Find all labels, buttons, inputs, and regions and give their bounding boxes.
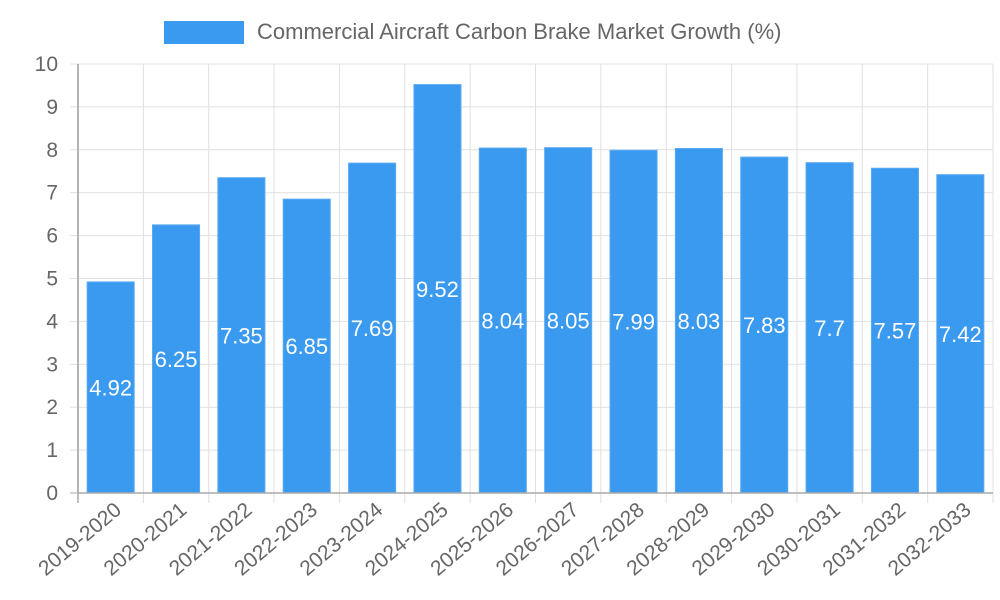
- y-tick-label: 0: [46, 482, 58, 505]
- bar-value-label: 7.99: [612, 310, 655, 335]
- bar[interactable]: [674, 148, 723, 494]
- y-tick-label: 7: [46, 182, 58, 205]
- bar[interactable]: [544, 147, 593, 494]
- bar[interactable]: [152, 224, 201, 494]
- bar-value-label: 6.25: [155, 347, 198, 372]
- bar[interactable]: [413, 84, 462, 494]
- bar-value-label: 9.52: [416, 277, 459, 302]
- value-labels: 4.92 6.25 7.35 6.85 7.69 9.52 8.04 8.05 7.99 8.03…: [89, 277, 981, 401]
- bar[interactable]: [348, 162, 397, 494]
- bar-value-label: 8.05: [547, 308, 590, 333]
- bar-value-label: 7.83: [743, 313, 786, 338]
- y-tick-label: 5: [46, 268, 58, 291]
- bar[interactable]: [478, 147, 527, 494]
- bar[interactable]: [870, 167, 919, 494]
- bar-value-label: 8.04: [481, 309, 524, 334]
- bar-value-label: 7.57: [874, 319, 917, 344]
- chart-legend: Commercial Aircraft Carbon Brake Market …: [0, 18, 1000, 48]
- bar-value-label: 7.35: [220, 323, 263, 348]
- bar[interactable]: [217, 177, 266, 494]
- bar[interactable]: [805, 162, 854, 494]
- y-tick-label: 3: [46, 353, 58, 376]
- bar[interactable]: [740, 156, 789, 494]
- bar-value-label: 8.03: [677, 309, 720, 334]
- grid-lines: [70, 63, 994, 503]
- y-tick-label: 2: [46, 396, 58, 419]
- bars: [86, 84, 985, 494]
- y-tick-label: 10: [35, 53, 58, 76]
- bar[interactable]: [936, 174, 985, 494]
- bar-value-label: 6.85: [285, 334, 328, 359]
- bar[interactable]: [282, 198, 331, 494]
- bar[interactable]: [609, 149, 658, 494]
- y-tick-label: 4: [46, 310, 58, 333]
- y-tick-label: 9: [46, 96, 58, 119]
- bar-value-label: 7.42: [939, 322, 982, 347]
- bar-value-label: 7.69: [351, 316, 394, 341]
- x-axis-ticks: 2019-20202020-20212021-20222022-20232023…: [34, 498, 975, 580]
- legend-label[interactable]: Commercial Aircraft Carbon Brake Market …: [257, 19, 782, 44]
- y-axis-ticks: 0 1 2 3 4 5 6 7 8 9 10: [35, 53, 59, 505]
- bar-value-label: 7.7: [814, 316, 845, 341]
- bar-value-label: 4.92: [89, 375, 132, 400]
- y-tick-label: 1: [46, 439, 58, 462]
- legend-swatch[interactable]: [164, 21, 244, 44]
- axes: [77, 64, 993, 494]
- y-tick-label: 8: [46, 139, 58, 162]
- y-tick-label: 6: [46, 225, 58, 248]
